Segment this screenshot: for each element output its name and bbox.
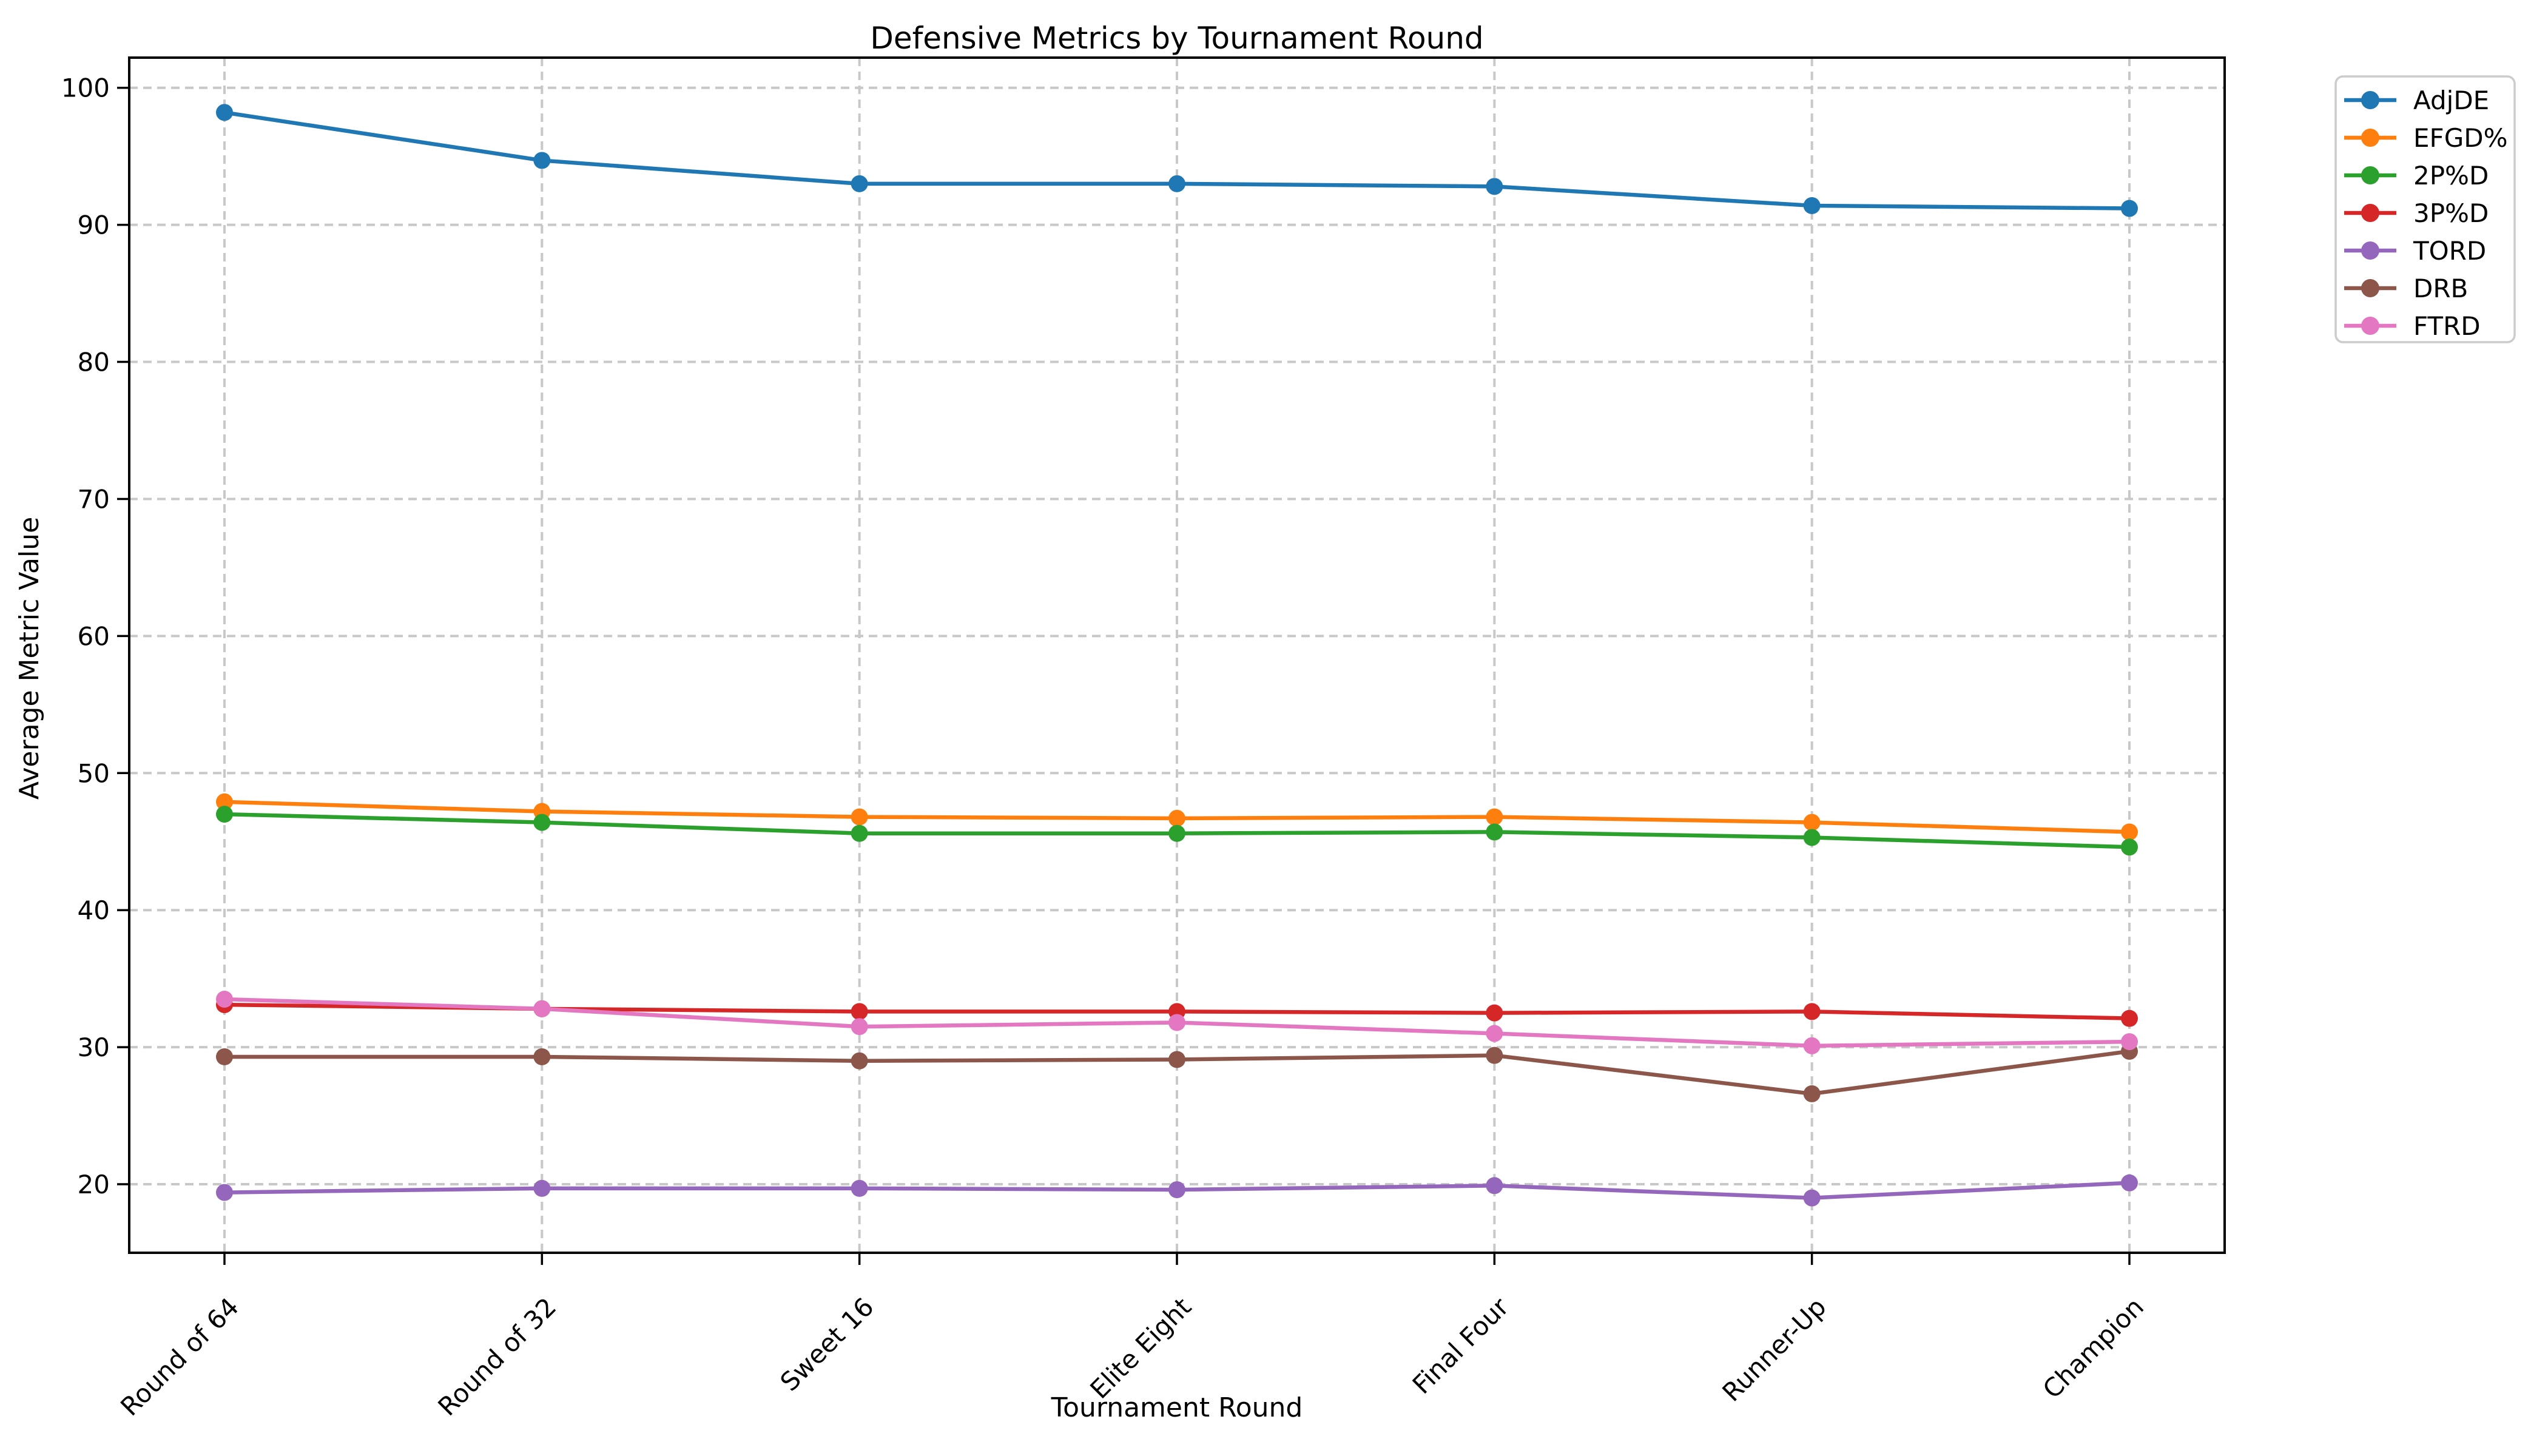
data-point-3P%D [1803, 1003, 1821, 1020]
tick-layer: 20 30 40 50 60 70 80 90 100 Round of 64 Round of 3… [61, 73, 2149, 1422]
data-point-TORD [1803, 1189, 1821, 1207]
data-point-TORD [533, 1179, 551, 1197]
y-tick-label: 40 [78, 895, 110, 925]
data-point-DRB [533, 1048, 551, 1065]
y-tick-label: 100 [61, 73, 110, 103]
x-tick-label: Sweet 16 [775, 1292, 880, 1397]
legend-label: AdjDE [2413, 86, 2489, 115]
plot-border-layer [128, 56, 2226, 1254]
data-point-EFGD% [1803, 814, 1821, 831]
y-tick-label: 70 [78, 484, 110, 514]
data-point-AdjDE [1168, 175, 1185, 192]
legend-marker [2361, 166, 2379, 184]
y-tick-label: 60 [78, 621, 110, 651]
y-tick-label: 50 [78, 758, 110, 788]
legend-marker [2361, 91, 2379, 109]
data-point-EFGD% [216, 793, 233, 811]
data-point-DRB [1168, 1051, 1185, 1068]
data-point-2P%D [1168, 824, 1185, 842]
legend-item-EFGD%: EFGD% [2344, 123, 2508, 153]
data-point-2P%D [1803, 829, 1821, 846]
data-point-AdjDE [533, 152, 551, 169]
x-tick-label: Runner-Up [1716, 1292, 1832, 1407]
chart-title: Defensive Metrics by Tournament Round [870, 21, 1483, 56]
y-tick-label: 30 [78, 1033, 110, 1062]
data-point-2P%D [2121, 838, 2138, 856]
data-point-AdjDE [851, 175, 868, 192]
legend-box [2334, 75, 2516, 343]
data-point-FTRD [533, 1000, 551, 1017]
y-tick-label: 90 [78, 211, 110, 240]
data-point-TORD [1168, 1181, 1185, 1199]
data-point-EFGD% [851, 808, 868, 826]
data-point-TORD [2121, 1174, 2138, 1191]
series-layer [216, 104, 2138, 1207]
data-point-FTRD [1486, 1025, 1503, 1042]
data-point-EFGD% [1486, 808, 1503, 826]
data-point-DRB [1486, 1046, 1503, 1064]
data-point-3P%D [1486, 1004, 1503, 1022]
data-point-2P%D [216, 806, 233, 823]
data-point-2P%D [1486, 823, 1503, 841]
data-point-2P%D [851, 824, 868, 842]
x-tick-label: Champion [2037, 1292, 2149, 1404]
data-point-AdjDE [2121, 200, 2138, 217]
legend-item-TORD: TORD [2344, 236, 2486, 266]
data-point-DRB [1803, 1085, 1821, 1102]
x-tick-label: Round of 32 [432, 1292, 562, 1421]
legend-item-3P%D: 3P%D [2344, 198, 2489, 228]
x-tick-label: Elite Eight [1084, 1292, 1197, 1404]
legend-label: FTRD [2413, 311, 2481, 341]
x-tick-label: Final Four [1407, 1292, 1515, 1400]
legend-label: 3P%D [2413, 198, 2489, 228]
data-point-AdjDE [1486, 178, 1503, 195]
data-point-3P%D [851, 1003, 868, 1020]
legend-marker [2361, 317, 2379, 335]
legend-label: TORD [2413, 236, 2486, 266]
legend-item-FTRD: FTRD [2344, 311, 2481, 341]
data-point-DRB [216, 1048, 233, 1065]
data-point-AdjDE [216, 104, 233, 121]
x-tick-label: Round of 64 [115, 1292, 244, 1421]
y-tick-label: 80 [78, 348, 110, 377]
legend-label: EFGD% [2413, 123, 2508, 153]
data-point-TORD [851, 1179, 868, 1197]
data-point-FTRD [851, 1018, 868, 1036]
legend-item-2P%D: 2P%D [2344, 161, 2489, 190]
legend-label: 2P%D [2413, 161, 2489, 190]
y-tick-label: 20 [78, 1170, 110, 1199]
legend: AdjDE EFGD% 2P%D 3P%D TORD DRB FTRD [2334, 75, 2516, 343]
legend-marker [2361, 279, 2379, 297]
data-point-DRB [851, 1052, 868, 1070]
plot-border [128, 56, 2226, 1254]
legend-marker [2361, 129, 2379, 147]
data-point-FTRD [1168, 1014, 1185, 1031]
data-point-FTRD [2121, 1033, 2138, 1051]
legend-item-DRB: DRB [2344, 274, 2468, 303]
legend-label: DRB [2413, 274, 2468, 303]
legend-item-AdjDE: AdjDE [2344, 86, 2489, 115]
y-axis-label: Average Metric Value [14, 517, 45, 800]
data-point-TORD [1486, 1177, 1503, 1195]
legend-marker [2361, 241, 2379, 260]
data-point-FTRD [1803, 1037, 1821, 1054]
data-point-EFGD% [1168, 809, 1185, 827]
legend-marker [2361, 204, 2379, 222]
data-point-2P%D [533, 814, 551, 831]
data-point-TORD [216, 1184, 233, 1201]
grid-layer [129, 58, 2225, 1253]
data-point-FTRD [216, 991, 233, 1008]
data-point-EFGD% [2121, 823, 2138, 841]
x-axis-label: Tournament Round [1051, 1392, 1303, 1423]
data-point-3P%D [2121, 1009, 2138, 1027]
data-point-AdjDE [1803, 197, 1821, 214]
